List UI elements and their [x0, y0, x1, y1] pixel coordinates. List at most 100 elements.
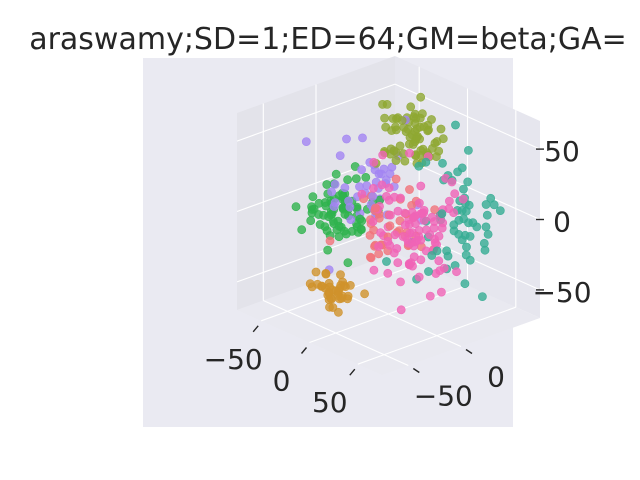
data-point-cluster-2	[330, 179, 340, 189]
data-point-cluster-1	[291, 202, 301, 212]
data-point-cluster-3	[396, 193, 405, 203]
data-point-cluster-5	[451, 120, 460, 130]
data-point-cluster-1	[315, 220, 325, 229]
data-point-cluster-1	[340, 209, 350, 219]
x-tick-mark	[349, 368, 356, 376]
data-point-cluster-3	[376, 228, 385, 238]
data-point-cluster-5	[460, 279, 470, 289]
data-point-cluster-1	[320, 198, 330, 207]
data-point-cluster-0	[380, 113, 389, 123]
data-point-cluster-5	[437, 209, 447, 219]
data-point-cluster-6	[333, 291, 343, 300]
data-point-cluster-5	[459, 184, 468, 194]
data-point-cluster-6	[311, 267, 321, 277]
data-point-cluster-1	[351, 174, 361, 183]
data-point-cluster-2	[335, 151, 345, 160]
data-point-cluster-3	[407, 228, 417, 237]
grid-line-y-floor	[263, 299, 409, 367]
data-point-cluster-0	[400, 156, 410, 166]
chart-title: araswamy;SD=1;ED=64;GM=beta;GA=	[29, 22, 627, 57]
data-point-cluster-5	[454, 215, 464, 225]
data-point-cluster-6	[340, 282, 350, 292]
data-point-cluster-2	[301, 137, 311, 146]
data-point-cluster-4	[325, 236, 335, 246]
data-point-cluster-3	[437, 223, 447, 233]
data-point-cluster-3	[369, 265, 379, 275]
data-point-cluster-6	[307, 282, 317, 292]
data-point-cluster-2	[385, 169, 395, 179]
data-point-cluster-1	[361, 172, 371, 182]
data-point-cluster-3	[416, 181, 426, 191]
y-tick-mark	[465, 348, 473, 355]
data-point-cluster-3	[384, 183, 394, 193]
data-point-cluster-0	[424, 125, 433, 135]
data-point-cluster-5	[414, 161, 424, 171]
data-point-cluster-3	[416, 255, 426, 265]
data-point-cluster-0	[415, 122, 425, 132]
data-point-cluster-0	[432, 137, 442, 146]
data-point-cluster-5	[443, 251, 453, 261]
y-tick-label: −50	[414, 380, 473, 413]
data-point-cluster-3	[396, 305, 406, 315]
data-point-cluster-1	[319, 210, 328, 220]
data-point-cluster-3	[368, 183, 378, 193]
data-point-cluster-0	[381, 122, 391, 132]
data-points	[291, 92, 505, 317]
data-point-cluster-6	[317, 281, 327, 291]
data-point-cluster-3	[368, 217, 378, 227]
data-point-cluster-0	[408, 140, 418, 149]
data-point-cluster-4	[385, 221, 395, 231]
data-point-cluster-3	[409, 212, 419, 222]
data-point-cluster-6	[336, 270, 345, 279]
data-point-cluster-1	[343, 175, 352, 185]
data-point-cluster-3	[447, 177, 457, 187]
data-point-cluster-5	[463, 177, 473, 187]
data-point-cluster-3	[458, 194, 468, 204]
data-point-cluster-2	[357, 165, 366, 175]
data-point-cluster-0	[388, 114, 398, 123]
data-point-cluster-6	[324, 287, 334, 297]
data-point-cluster-3	[390, 230, 400, 240]
z-tick-label: −50	[532, 276, 591, 309]
data-point-cluster-3	[385, 210, 395, 220]
data-point-cluster-4	[391, 174, 401, 184]
data-point-cluster-2	[329, 202, 339, 211]
data-point-cluster-0	[412, 132, 422, 142]
data-point-cluster-3	[400, 220, 410, 230]
data-point-cluster-1	[306, 216, 316, 226]
data-point-cluster-2	[358, 133, 367, 143]
data-point-cluster-5	[438, 158, 447, 168]
data-point-cluster-3	[393, 206, 403, 216]
data-point-cluster-3	[378, 150, 388, 160]
data-point-cluster-3	[439, 263, 449, 273]
data-point-cluster-4	[374, 249, 384, 259]
data-point-cluster-3	[414, 198, 424, 208]
data-point-cluster-3	[427, 212, 437, 222]
data-point-cluster-2	[374, 169, 384, 179]
data-point-cluster-6	[324, 295, 334, 305]
data-point-cluster-6	[321, 268, 331, 278]
data-point-cluster-3	[404, 259, 414, 269]
data-point-cluster-6	[333, 307, 343, 317]
data-point-cluster-5	[481, 222, 491, 232]
data-point-cluster-5	[464, 218, 473, 228]
data-point-cluster-3	[381, 191, 391, 201]
z-tick-label: 50	[544, 135, 580, 168]
data-point-cluster-1	[307, 202, 316, 212]
data-point-cluster-2	[340, 183, 350, 193]
data-point-cluster-3	[369, 157, 379, 167]
data-point-cluster-5	[461, 250, 471, 260]
data-point-cluster-5	[489, 200, 499, 210]
data-point-cluster-0	[378, 100, 387, 109]
data-point-cluster-3	[383, 236, 393, 246]
data-point-cluster-3	[434, 256, 444, 266]
data-point-cluster-0	[391, 156, 401, 165]
data-point-cluster-1	[331, 169, 341, 179]
data-point-cluster-0	[385, 149, 395, 159]
data-point-cluster-3	[396, 277, 405, 287]
grid-line-z-side	[236, 83, 396, 142]
data-point-cluster-5	[462, 242, 471, 252]
data-point-cluster-5	[477, 292, 487, 301]
x-tick-label: −50	[204, 343, 263, 376]
